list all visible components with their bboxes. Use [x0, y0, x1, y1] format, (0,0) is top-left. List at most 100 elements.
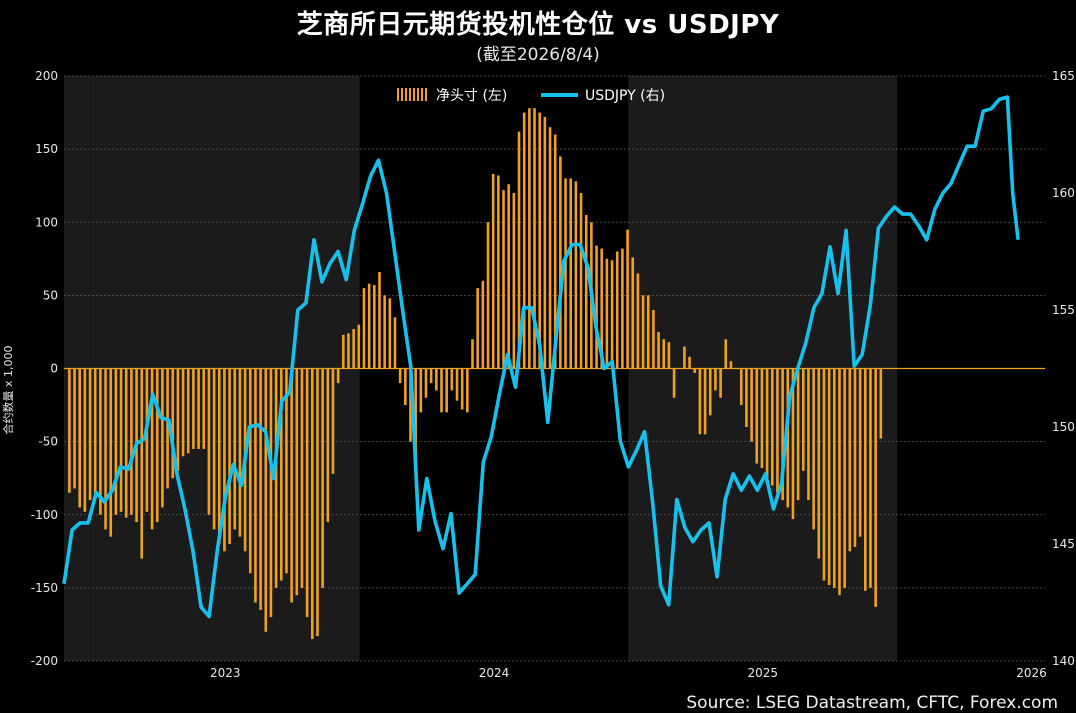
bar	[781, 368, 784, 501]
bar	[739, 368, 743, 406]
bar	[388, 298, 392, 369]
bar	[305, 368, 309, 618]
bar	[326, 368, 330, 523]
bar	[207, 368, 211, 515]
bar	[155, 368, 159, 523]
bar	[68, 368, 71, 493]
bar	[745, 368, 748, 427]
bar	[455, 368, 459, 401]
bar	[124, 368, 128, 518]
bar	[796, 368, 800, 501]
bar	[858, 368, 862, 537]
right-tick-label: 140	[1052, 654, 1075, 668]
bar	[321, 368, 324, 588]
bar	[419, 368, 423, 413]
bar	[559, 156, 562, 369]
legend: 净头寸 (左) USDJPY (右)	[397, 88, 665, 104]
bar	[290, 368, 293, 603]
bar	[574, 181, 578, 369]
bar	[693, 368, 697, 373]
bar	[150, 368, 154, 530]
bar	[300, 368, 304, 588]
bar	[373, 285, 376, 369]
bar	[714, 368, 717, 391]
bar	[181, 368, 185, 457]
bar	[476, 288, 479, 369]
bar	[424, 368, 428, 398]
right-axis-ticks: 140 145 150 155 160 165	[1052, 69, 1075, 668]
bar	[460, 368, 464, 410]
chart-subtitle: (截至2026/8/4)	[476, 45, 600, 65]
bar	[393, 317, 397, 369]
bar	[259, 368, 262, 610]
bar	[770, 368, 774, 486]
bar	[316, 368, 319, 637]
bar	[517, 131, 521, 369]
bar	[73, 368, 76, 489]
bar	[615, 251, 619, 369]
left-axis-ticks: -200 -150 -100 -50 0 50 100 150 200	[31, 69, 58, 668]
bar	[848, 368, 852, 552]
usdjpy-line	[62, 95, 1020, 619]
bar	[269, 368, 273, 618]
bar	[538, 112, 541, 369]
bar	[429, 368, 433, 384]
bar	[378, 271, 381, 369]
bar	[161, 368, 164, 508]
bar	[497, 175, 500, 369]
bar	[801, 368, 805, 471]
bar	[874, 368, 877, 607]
bar	[548, 127, 552, 369]
bar	[88, 368, 92, 501]
bar	[383, 295, 386, 369]
bar	[285, 368, 288, 574]
bar	[466, 368, 469, 413]
x-tick-label: 2026	[1016, 666, 1047, 680]
bar	[719, 368, 722, 398]
bar	[683, 346, 686, 369]
x-axis-ticks: 2023 2024 2025 2026	[210, 666, 1047, 680]
legend-bar-stripe	[397, 88, 399, 101]
left-tick-label: 0	[50, 362, 58, 376]
bar	[791, 368, 795, 520]
bar	[812, 368, 815, 530]
right-tick-label: 145	[1052, 537, 1075, 551]
bar	[776, 368, 779, 493]
bar	[486, 222, 490, 369]
bar	[212, 368, 216, 530]
bar	[672, 368, 676, 398]
bar	[347, 333, 350, 369]
bar	[192, 368, 195, 449]
bar	[197, 368, 200, 449]
chart-title: 芝商所日元期货投机性仓位 vs USDJPY	[296, 10, 780, 40]
bar	[352, 329, 355, 369]
bar	[145, 368, 149, 512]
bar	[708, 368, 712, 416]
bar	[610, 260, 614, 369]
bar	[729, 361, 733, 369]
legend-bar-stripe	[413, 88, 415, 101]
bar	[274, 368, 278, 588]
bar	[109, 368, 113, 537]
legend-bar-stripe	[401, 88, 403, 101]
bar	[621, 248, 624, 369]
bar	[186, 368, 190, 454]
bar	[202, 368, 206, 449]
bar	[765, 368, 769, 479]
left-tick-label: 200	[35, 69, 58, 83]
bar	[662, 339, 666, 369]
bar	[83, 368, 87, 512]
bar	[254, 368, 257, 603]
bar	[171, 368, 175, 479]
right-tick-label: 155	[1052, 303, 1075, 317]
x-tick-label: 2024	[479, 666, 510, 680]
bar	[279, 368, 283, 581]
bar	[569, 178, 573, 369]
left-tick-label: -200	[31, 654, 58, 668]
bar	[636, 273, 640, 369]
bar	[631, 257, 635, 369]
bar	[755, 368, 759, 464]
bar	[528, 108, 531, 369]
bar	[853, 368, 857, 547]
